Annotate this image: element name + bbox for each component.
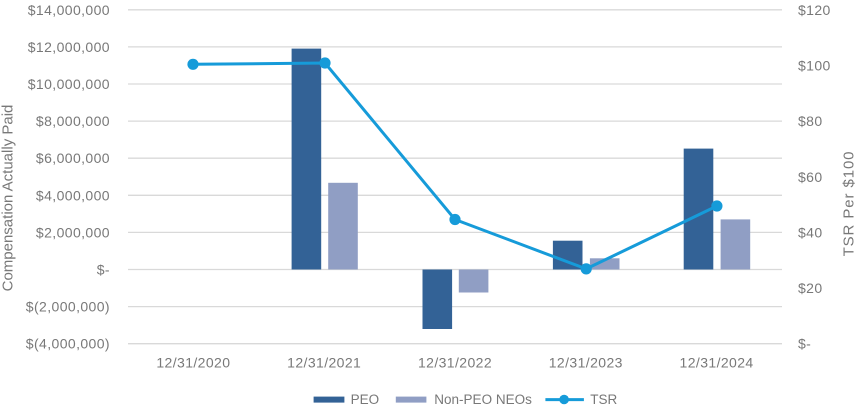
- svg-text:$40: $40: [798, 224, 823, 240]
- svg-text:$20: $20: [798, 280, 823, 296]
- svg-text:$8,000,000: $8,000,000: [36, 113, 110, 129]
- svg-text:12/31/2024: 12/31/2024: [680, 355, 754, 371]
- svg-text:TSR Per $100: TSR Per $100: [840, 151, 857, 257]
- svg-text:TSR: TSR: [590, 392, 617, 407]
- svg-text:$80: $80: [798, 113, 823, 129]
- svg-text:$120: $120: [798, 2, 831, 18]
- svg-text:$-: $-: [97, 262, 110, 278]
- svg-text:$4,000,000: $4,000,000: [36, 187, 110, 203]
- svg-text:$6,000,000: $6,000,000: [36, 150, 110, 166]
- svg-text:$10,000,000: $10,000,000: [28, 76, 110, 92]
- svg-text:$2,000,000: $2,000,000: [36, 224, 110, 240]
- svg-text:PEO: PEO: [351, 392, 380, 407]
- svg-text:12/31/2023: 12/31/2023: [549, 355, 623, 371]
- svg-text:$(2,000,000): $(2,000,000): [26, 299, 110, 315]
- svg-text:$60: $60: [798, 169, 823, 185]
- svg-text:12/31/2022: 12/31/2022: [418, 355, 492, 371]
- svg-text:Non-PEO NEOs: Non-PEO NEOs: [434, 392, 532, 407]
- svg-text:$100: $100: [798, 58, 831, 74]
- svg-text:$(4,000,000): $(4,000,000): [26, 336, 110, 352]
- svg-text:12/31/2020: 12/31/2020: [156, 355, 230, 371]
- svg-text:$-: $-: [798, 336, 811, 352]
- svg-text:$12,000,000: $12,000,000: [28, 39, 110, 55]
- svg-text:$14,000,000: $14,000,000: [28, 2, 110, 18]
- svg-text:Compensation Actually Paid: Compensation Actually Paid: [0, 105, 17, 292]
- svg-text:12/31/2021: 12/31/2021: [287, 355, 361, 371]
